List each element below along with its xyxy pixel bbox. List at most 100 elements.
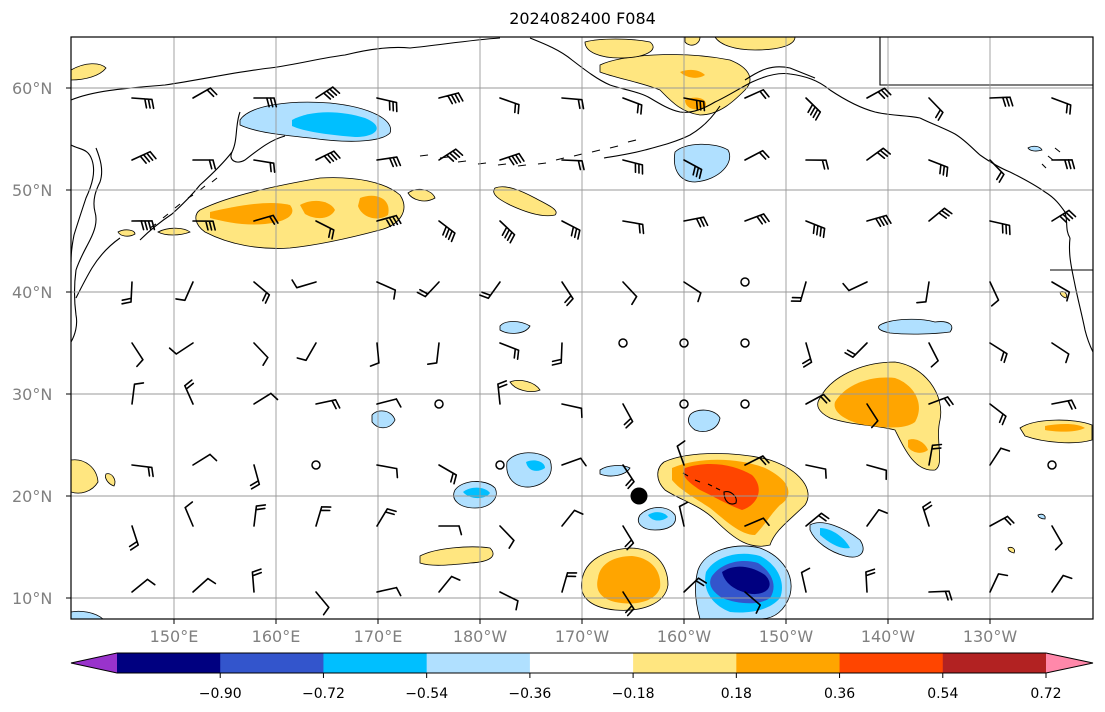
colorbar-cell: [839, 653, 944, 673]
graticule: [71, 37, 1093, 619]
wind-barb: [922, 501, 933, 527]
colorbar-tick-label: 0.36: [824, 686, 855, 702]
wind-barb: [184, 501, 194, 527]
wind-barb: [376, 508, 397, 527]
wind-barb: [561, 220, 581, 240]
wind-barb: [1051, 399, 1077, 410]
colorbar: −0.90 −0.72 −0.54 −0.36 −0.18 0.18 0.36 0.54 0.7…: [70, 652, 1094, 702]
colorbar-tick-label: −0.54: [405, 686, 448, 702]
wind-barb: [121, 281, 133, 305]
wind-barb: [1051, 209, 1077, 224]
wind-barb: [315, 220, 335, 240]
wind-barb: [427, 342, 440, 365]
wind-barb: [251, 568, 262, 593]
wind-barb: [683, 281, 702, 303]
wind-barb: [622, 281, 638, 306]
colorbar-cell: [220, 653, 324, 673]
wind-barb: [805, 393, 831, 405]
wind-barb: [683, 159, 703, 179]
wind-barb: [131, 220, 156, 231]
wind-barb: [805, 159, 829, 170]
wind-barb: [192, 577, 217, 593]
colorbar-cell: [323, 653, 428, 673]
wind-barb: [192, 220, 216, 231]
wind-barb: [866, 509, 888, 527]
colorbar-tick-label: −0.72: [302, 686, 345, 702]
wind-barb: [561, 97, 585, 110]
wind-barb: [438, 464, 458, 485]
positive-anomaly-fields: [71, 37, 1093, 611]
wind-barb: [253, 281, 271, 304]
location-marker: [630, 487, 648, 505]
wind-barb: [499, 152, 525, 166]
lon-label: 160°E: [252, 627, 301, 646]
wind-barb: [989, 281, 1000, 307]
wind-barb: [622, 464, 635, 490]
wind-barb: [296, 342, 317, 362]
wind-barb: [989, 515, 1015, 527]
wind-barb: [369, 342, 380, 367]
wind-barb: [499, 591, 519, 611]
wind-barb: [928, 159, 949, 177]
wind-barb: [866, 87, 892, 99]
wind-barb: [928, 396, 954, 407]
wind-barb: [790, 281, 807, 302]
wind-barb: [175, 281, 194, 302]
lon-label: 170°W: [555, 627, 610, 646]
lat-label: 40°N: [12, 283, 52, 302]
lon-label: 140°W: [861, 627, 916, 646]
wind-barb: [376, 464, 399, 479]
wind-barb: [805, 464, 827, 479]
wind-barb: [989, 403, 1007, 426]
wind-barb: [184, 379, 195, 405]
wind-barb: [561, 509, 584, 527]
wind-barb: [499, 525, 515, 549]
wind-barb: [315, 150, 341, 164]
colorbar-cell: [736, 653, 841, 673]
wind-barb: [551, 342, 563, 366]
map-title: 2024082400 F084: [509, 9, 656, 28]
wind-barb: [249, 464, 261, 490]
wind-barb: [291, 279, 317, 289]
wind-barb: [376, 97, 398, 113]
wind-barb: [131, 97, 155, 110]
wind-barb: [928, 207, 953, 222]
wind-barb: [315, 86, 341, 100]
wind-barb: [928, 443, 943, 466]
wind-barb: [131, 382, 145, 405]
wind-barb: [676, 440, 686, 466]
wind-barb: [376, 281, 397, 300]
wind-barb: [683, 216, 709, 228]
wind-barb: [376, 398, 402, 408]
longitude-axis: 150°E 160°E 170°E 180°W 170°W 160°W 150°…: [150, 619, 1017, 646]
wind-barb: [928, 590, 953, 601]
wind-barb: [499, 342, 520, 360]
wind-barb: [561, 457, 587, 467]
lon-label: 150°E: [150, 627, 199, 646]
negative-anomaly-fields: [71, 101, 1046, 619]
lat-label: 30°N: [12, 385, 52, 404]
wind-barb: [376, 586, 402, 597]
wind-barb: [989, 159, 1005, 183]
coastlines: [71, 37, 1093, 505]
wind-barb: [989, 96, 1014, 107]
wind-barb: [678, 501, 689, 527]
wind-barb: [802, 342, 813, 368]
wind-barb: [438, 575, 461, 593]
wind-barb: [561, 403, 583, 419]
colorbar-cell: [633, 653, 737, 673]
wind-barb: [622, 591, 635, 617]
wind-barb: [866, 214, 892, 227]
wind-barb: [499, 220, 516, 244]
wind-barb: [1051, 281, 1071, 302]
wind-barb: [416, 281, 440, 298]
wind-barb: [989, 573, 1009, 593]
wind-barb: [376, 214, 402, 228]
wind-barb: [253, 342, 269, 366]
wind-barb: [192, 159, 217, 170]
latitude-axis: 60°N 50°N 40°N 30°N 20°N 10°N: [12, 79, 71, 608]
wind-barb: [744, 149, 770, 161]
colorbar-extend-low: [71, 653, 117, 673]
wind-barb: [499, 97, 520, 115]
colorbar-extend-high: [1046, 653, 1093, 673]
